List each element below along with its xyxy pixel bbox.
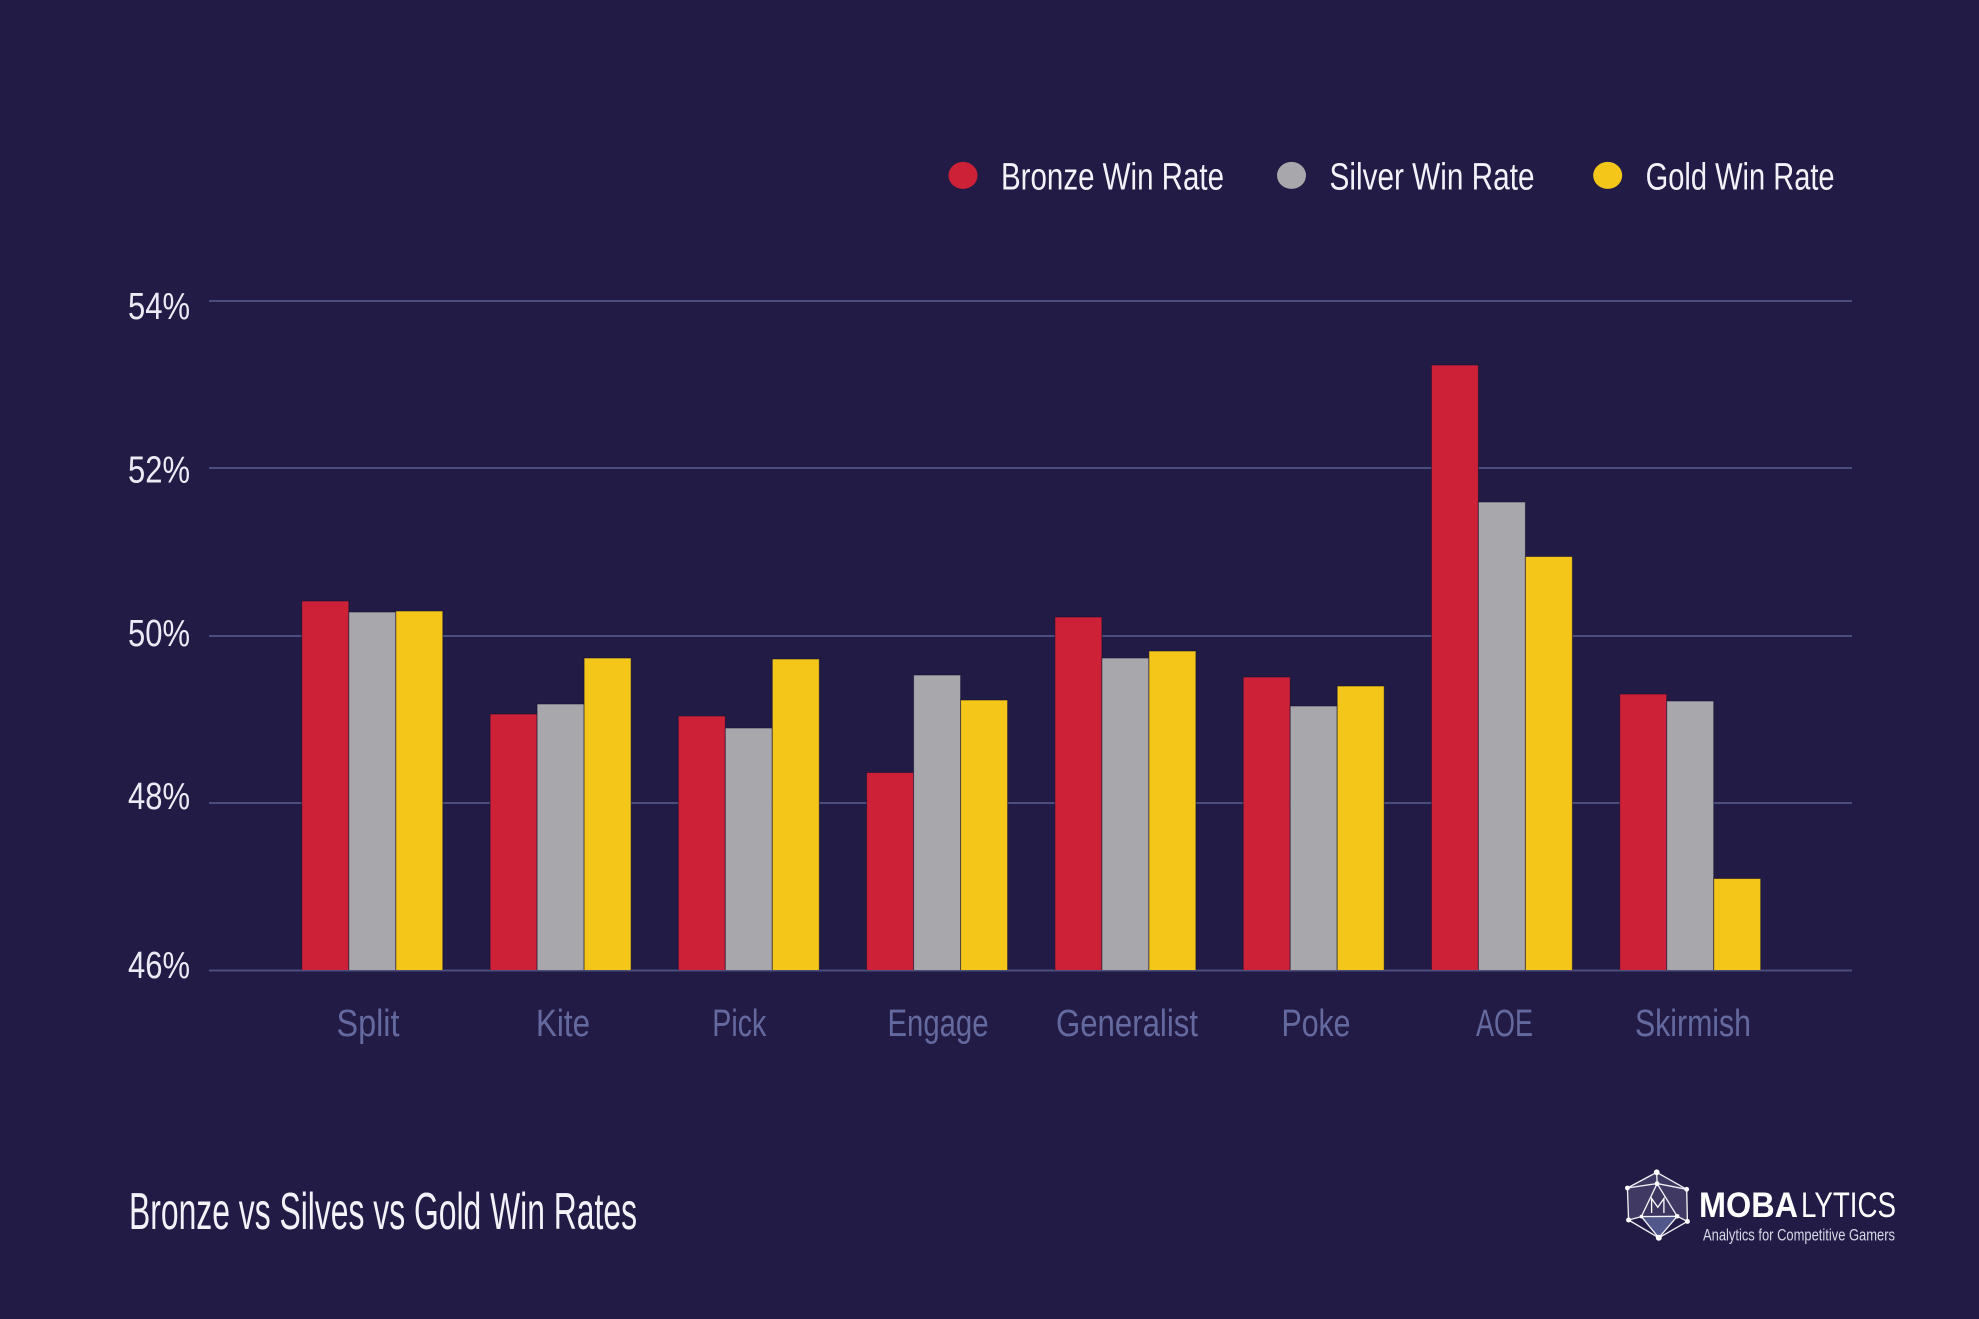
svg-text:MOBA: MOBA bbox=[1699, 1186, 1798, 1225]
svg-text:Pick: Pick bbox=[712, 1003, 767, 1045]
svg-text:54%: 54% bbox=[128, 286, 190, 328]
svg-text:AOE: AOE bbox=[1476, 1003, 1533, 1045]
svg-text:Bronze vs Silves vs Gold Win R: Bronze vs Silves vs Gold Win Rates bbox=[129, 1183, 637, 1241]
svg-text:Analytics for Competitive Game: Analytics for Competitive Gamers bbox=[1703, 1226, 1895, 1245]
svg-text:Split: Split bbox=[337, 1003, 400, 1045]
svg-text:Generalist: Generalist bbox=[1056, 1003, 1198, 1045]
svg-text:LYTICS: LYTICS bbox=[1801, 1186, 1896, 1225]
svg-text:Kite: Kite bbox=[536, 1003, 590, 1045]
svg-text:Poke: Poke bbox=[1282, 1003, 1351, 1045]
svg-text:52%: 52% bbox=[128, 450, 190, 492]
svg-text:Gold Win Rate: Gold Win Rate bbox=[1646, 157, 1835, 199]
svg-text:Bronze Win Rate: Bronze Win Rate bbox=[1001, 157, 1224, 199]
svg-text:46%: 46% bbox=[128, 945, 190, 987]
svg-text:Skirmish: Skirmish bbox=[1635, 1003, 1751, 1045]
svg-text:Silver Win Rate: Silver Win Rate bbox=[1330, 157, 1535, 199]
svg-text:50%: 50% bbox=[128, 613, 190, 655]
svg-text:Engage: Engage bbox=[888, 1003, 989, 1045]
svg-text:48%: 48% bbox=[128, 776, 190, 818]
